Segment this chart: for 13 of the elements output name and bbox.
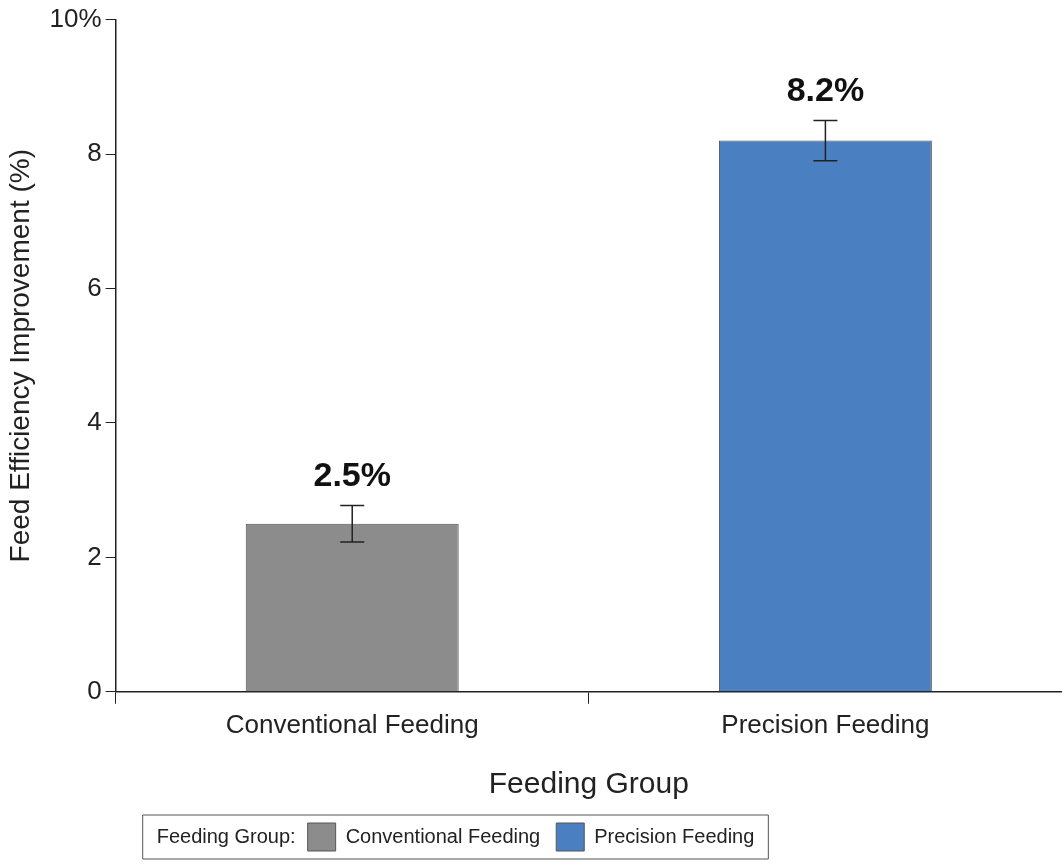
legend-title: Feeding Group: <box>156 824 296 847</box>
y-tick-label: 4 <box>87 406 102 437</box>
data-label: 8.2% <box>786 69 865 108</box>
y-axis-title: Feed Efficiency Improvement (%) <box>3 148 35 563</box>
y-tick-label: 6 <box>87 271 102 302</box>
data-label: 2.5% <box>313 454 391 493</box>
legend-label: Conventional Feeding <box>345 824 541 847</box>
legend-label: Precision Feeding <box>594 824 755 847</box>
y-tick-label: 0 <box>87 674 102 705</box>
y-tick-label: 10% <box>49 2 102 33</box>
x-axis-title: Feeding Group <box>488 766 689 800</box>
y-tick-label: 8 <box>87 137 102 168</box>
y-tick-label: 2 <box>87 540 102 571</box>
